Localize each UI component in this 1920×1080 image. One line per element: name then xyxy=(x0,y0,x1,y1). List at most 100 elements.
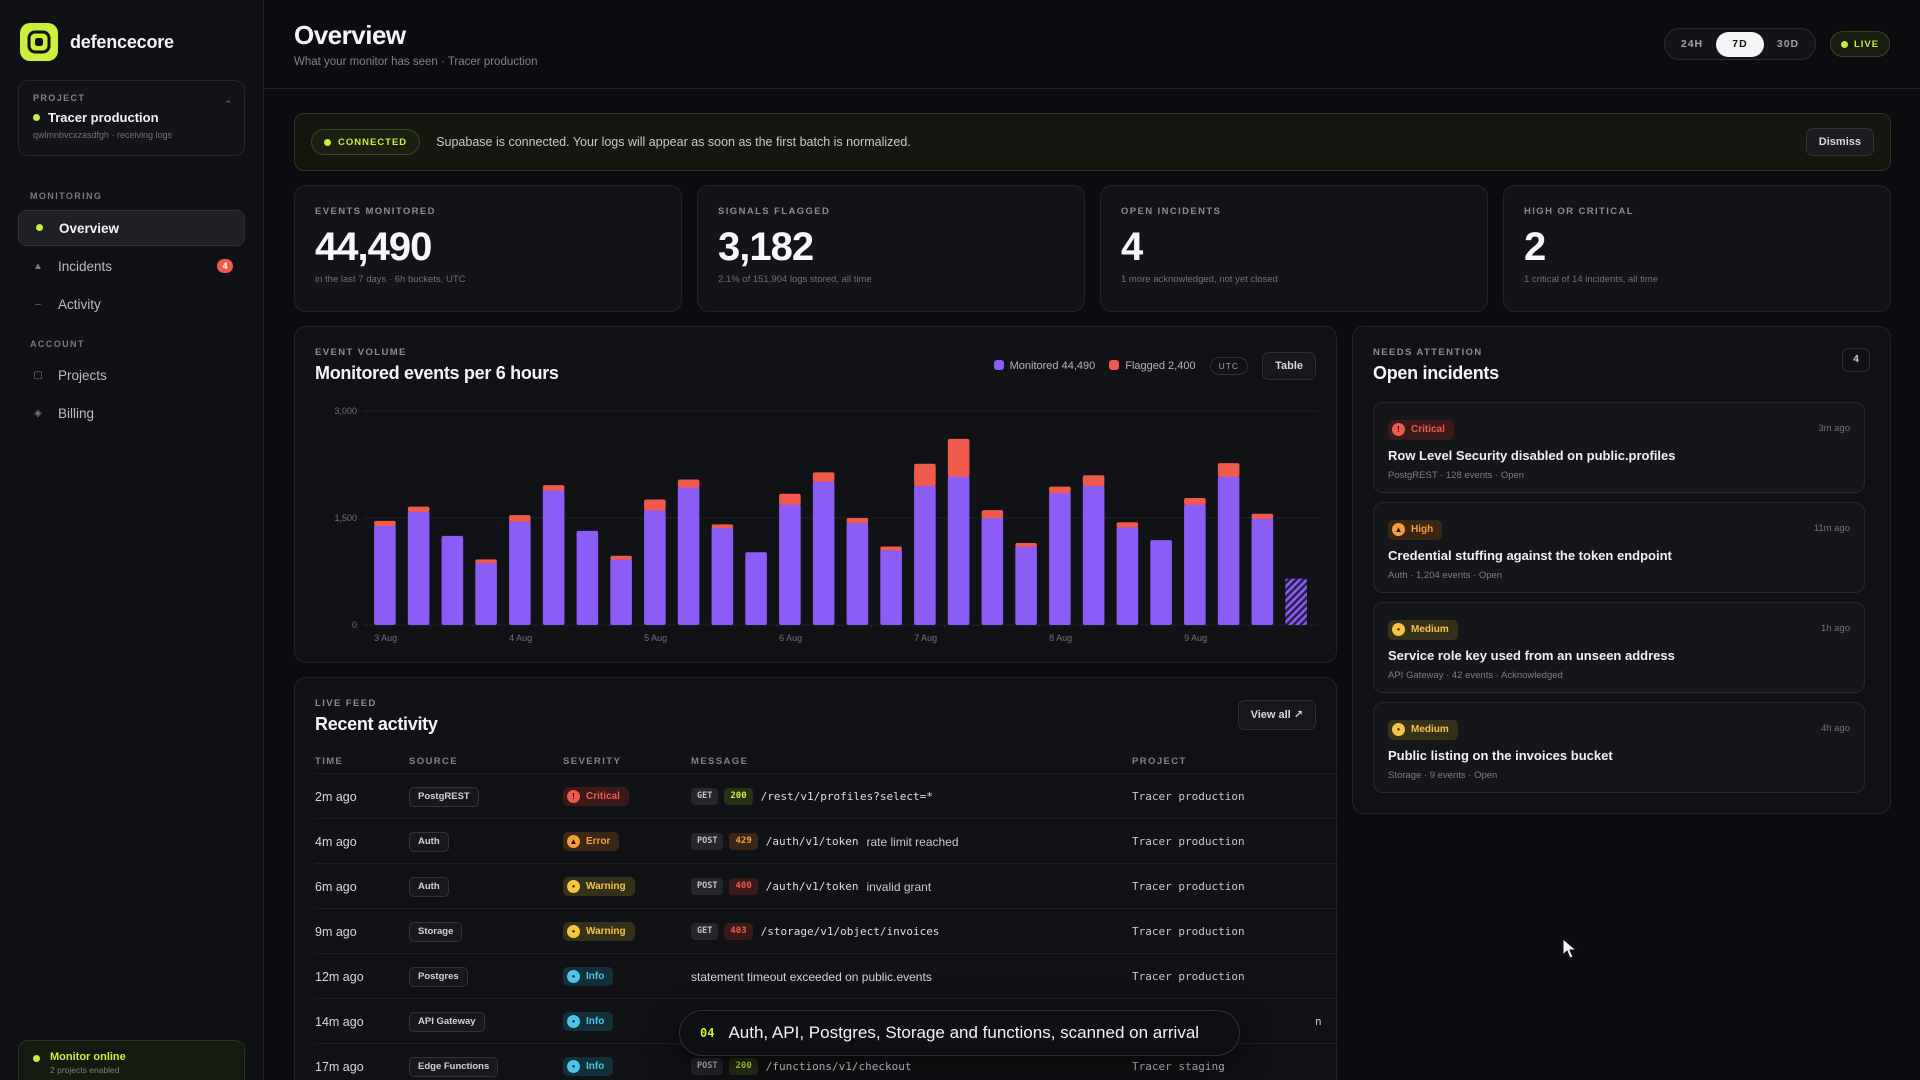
source-badge: PostgREST xyxy=(409,786,479,807)
dot-icon xyxy=(33,223,45,234)
table-row[interactable]: 14m ago API Gateway • Info n xyxy=(315,998,1337,1043)
sidebar: defencecore PROJECT Tracer production qw… xyxy=(0,0,264,1080)
severity-icon: ! xyxy=(567,790,580,803)
project-switcher[interactable]: PROJECT Tracer production qwlmnbvcxzasdf… xyxy=(18,80,245,156)
bar-flagged xyxy=(374,520,396,527)
table-row[interactable]: 6m ago Auth • Warning POST 400/auth/v1/to… xyxy=(315,863,1337,908)
view-all-button[interactable]: View all ↗ xyxy=(1237,700,1316,730)
severity-label: Error xyxy=(586,836,611,847)
bar-flagged xyxy=(1217,463,1240,477)
dismiss-button[interactable]: Dismiss xyxy=(1805,128,1874,156)
bar-flagged xyxy=(812,472,835,482)
bar-monitored xyxy=(914,485,936,625)
incident-card[interactable]: • Medium 1h ago Service role key used fr… xyxy=(1373,602,1865,693)
nav-section-account: ACCOUNT xyxy=(30,339,85,349)
sidebar-item-activity[interactable]: – Activity xyxy=(18,286,245,322)
severity-label: Medium xyxy=(1411,624,1449,635)
range-24h-button[interactable]: 24H xyxy=(1680,37,1704,50)
sidebar-item-overview[interactable]: Overview xyxy=(18,210,245,246)
bar-monitored xyxy=(880,549,902,625)
stat-value: 44,490 xyxy=(315,225,432,269)
severity-badge: • Medium xyxy=(1388,619,1458,640)
x-tick-label: 6 Aug xyxy=(779,633,802,643)
monitor-status-card[interactable]: Monitor online 2 projects enabled xyxy=(18,1040,245,1080)
request-path: /auth/v1/token xyxy=(765,880,859,893)
request-path: /rest/v1/profiles?select=* xyxy=(760,790,933,803)
panel-title: Open incidents xyxy=(1373,363,1499,383)
sidebar-item-label: Overview xyxy=(59,220,120,236)
stat-sub: 1 more acknowledged, not yet closed xyxy=(1121,274,1278,285)
severity-badge: • Info xyxy=(563,967,614,986)
bar-monitored xyxy=(509,520,531,625)
source-badge: Postgres xyxy=(409,966,468,987)
table-view-button[interactable]: Table xyxy=(1262,352,1316,380)
incident-card[interactable]: ▲ High 11m ago Credential stuffing again… xyxy=(1373,502,1865,593)
live-indicator[interactable]: LIVE xyxy=(1830,31,1890,57)
table-row[interactable]: 2m ago PostgREST ! Critical GET 200/rest/… xyxy=(315,773,1337,818)
sidebar-item-projects[interactable]: ▢ Projects xyxy=(18,357,245,393)
table-row[interactable]: 4m ago Auth ▲ Error POST 429/auth/v1/toke… xyxy=(315,818,1337,863)
incident-meta: Auth · 1,204 events · Open xyxy=(1388,569,1503,581)
project-status-icon xyxy=(33,114,40,121)
sidebar-item-label: Activity xyxy=(58,296,101,312)
stat-sub: 1 critical of 14 incidents, all time xyxy=(1524,274,1659,285)
incident-meta: API Gateway · 42 events · Acknowledged xyxy=(1388,669,1563,681)
x-tick-label: 8 Aug xyxy=(1049,633,1072,643)
brand[interactable]: defencecore xyxy=(20,23,174,61)
square-icon: ▢ xyxy=(33,369,43,381)
monitor-status-sub: 2 projects enabled xyxy=(50,1065,120,1075)
bar-flagged xyxy=(1116,522,1139,528)
http-method: GET xyxy=(691,923,719,940)
bar-flagged xyxy=(846,518,869,524)
scan-toast[interactable]: 04 Auth, API, Postgres, Storage and func… xyxy=(679,1010,1240,1056)
bar-monitored xyxy=(981,517,1004,625)
stat-value: 4 xyxy=(1121,225,1143,269)
live-label: LIVE xyxy=(1853,38,1880,50)
range-30d-button[interactable]: 30D xyxy=(1776,37,1800,50)
severity-label: Critical xyxy=(586,791,620,802)
bar-monitored xyxy=(475,562,497,625)
bar-flagged xyxy=(1082,475,1105,487)
stat-sub: in the last 7 days · 6h buckets, UTC xyxy=(315,274,466,285)
bar-flagged xyxy=(1049,486,1071,494)
bar-monitored xyxy=(779,503,801,625)
bar-monitored xyxy=(711,527,734,625)
stat-label: EVENTS MONITORED xyxy=(315,206,436,217)
source-badge: Edge Functions xyxy=(409,1056,499,1077)
status-code: 429 xyxy=(729,833,758,850)
stat-sub: 2.1% of 151,904 logs stored, all time xyxy=(718,274,872,285)
row-project: Tracer production xyxy=(1132,925,1245,938)
incident-card[interactable]: ! Critical 3m ago Row Level Security dis… xyxy=(1373,402,1865,493)
x-tick-label: 3 Aug xyxy=(374,633,397,643)
table-row[interactable]: 9m ago Storage • Warning GET 403/storage/… xyxy=(315,908,1337,953)
project-name: Tracer production xyxy=(48,110,159,125)
sidebar-item-billing[interactable]: ◈ Billing xyxy=(18,395,245,431)
bar-flagged xyxy=(914,463,936,487)
bar-flagged xyxy=(1184,498,1206,505)
chart-legend: Monitored 44,490 Flagged 2,400 UTC Table xyxy=(993,352,1316,380)
sidebar-item-label: Incidents xyxy=(58,258,113,274)
col-source: SOURCE xyxy=(409,756,459,767)
severity-badge: ▲ High xyxy=(1388,519,1443,540)
table-row[interactable]: 12m ago Postgres • Info statement timeou… xyxy=(315,953,1337,998)
bar-monitored xyxy=(677,486,700,625)
row-time: 14m ago xyxy=(315,1014,364,1029)
row-project: Tracer production xyxy=(1132,790,1245,803)
legend-monitored: Monitored 44,490 xyxy=(993,360,1095,372)
incident-title: Public listing on the invoices bucket xyxy=(1388,747,1613,763)
bar-flagged xyxy=(947,438,970,477)
severity-icon: ▲ xyxy=(567,835,580,848)
severity-icon: • xyxy=(567,1060,580,1073)
stat-value: 2 xyxy=(1524,225,1546,269)
incident-card[interactable]: • Medium 4h ago Public listing on the in… xyxy=(1373,702,1865,793)
bar-flagged xyxy=(880,546,902,551)
bar-monitored xyxy=(441,535,464,625)
project-eyebrow: PROJECT xyxy=(33,93,86,103)
sidebar-item-incidents[interactable]: ▲ Incidents 4 xyxy=(18,248,245,284)
col-message: MESSAGE xyxy=(691,756,749,767)
bar-flagged xyxy=(644,499,666,511)
connection-banner: CONNECTED Supabase is connected. Your lo… xyxy=(294,113,1891,171)
incident-count: 4 xyxy=(1842,348,1870,372)
range-7d-button[interactable]: 7D xyxy=(1716,31,1764,57)
bar-flagged xyxy=(509,515,531,522)
